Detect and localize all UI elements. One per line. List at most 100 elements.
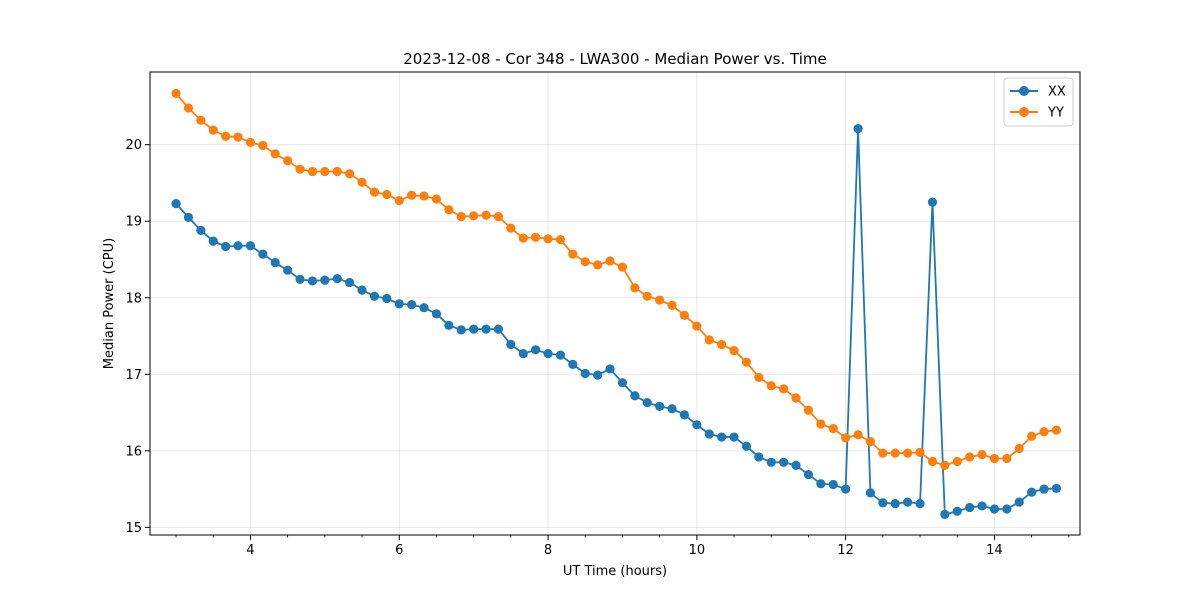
data-point-xx [952,506,962,516]
data-point-yy [382,189,392,200]
data-point-yy [977,450,987,460]
data-point-yy [989,453,1000,464]
data-point-yy [766,381,776,391]
data-point-yy [940,460,950,470]
data-point-yy [729,345,739,356]
data-point-xx [481,324,491,334]
data-point-yy [320,166,330,177]
data-point-xx [258,249,268,259]
data-point-xx [729,432,739,442]
data-point-xx [518,349,528,359]
y-tick-label: 15 [125,521,142,536]
data-point-xx [927,197,938,207]
data-point-xx [1039,484,1049,494]
y-tick-label: 16 [125,444,142,459]
data-point-yy [208,125,218,135]
data-point-xx [890,499,900,509]
data-point-yy [630,283,640,293]
data-point-xx [506,339,516,350]
data-point-xx [1014,497,1024,507]
data-point-yy [617,262,628,272]
data-point-yy [642,291,652,301]
y-tick-label: 19 [125,215,142,230]
data-point-yy [407,190,417,200]
data-point-yy [741,357,752,367]
data-point-xx [307,276,318,286]
data-point-xx [394,299,404,309]
data-point-xx [543,349,553,359]
data-point-xx [196,225,206,236]
data-point-yy [221,131,231,141]
data-point-xx [1027,487,1037,497]
y-tick-label: 20 [125,138,142,153]
data-point-xx [853,124,863,134]
x-tick-label: 4 [246,543,254,558]
data-point-yy [704,335,714,345]
data-point-xx [766,457,776,467]
data-point-xx [493,324,504,334]
data-point-xx [679,410,690,420]
data-point-xx [741,441,752,451]
data-point-yy [841,433,851,443]
x-axis-label: UT Time (hours) [563,564,667,579]
data-point-yy [394,195,404,206]
legend-marker-xx [1019,86,1029,96]
data-point-xx [419,303,429,313]
x-tick-label: 14 [986,543,1003,558]
data-point-xx [692,420,702,430]
data-point-xx [568,359,578,369]
data-point-yy [568,249,578,259]
data-point-xx [704,429,714,439]
data-point-yy [692,321,702,331]
data-point-yy [605,256,615,266]
chart-title: 2023-12-08 - Cor 348 - LWA300 - Median P… [403,50,827,68]
data-point-xx [1002,504,1012,514]
data-point-yy [456,212,466,222]
data-point-yy [927,456,938,467]
data-point-yy [332,166,342,177]
series-xx [171,124,1062,519]
data-point-xx [283,265,293,275]
series-layer [171,88,1062,519]
legend: XX YY [1003,77,1074,127]
data-point-yy [233,132,243,142]
data-point-yy [779,384,789,394]
data-point-xx [605,364,615,374]
x-tick-label: 10 [689,543,706,558]
data-point-xx [245,241,256,251]
data-point-yy [1039,427,1049,437]
data-point-yy [295,164,305,174]
data-point-xx [903,497,913,507]
x-tick-label: 6 [395,543,403,558]
data-point-yy [679,310,690,320]
series-yy [171,88,1062,470]
data-point-xx [717,432,727,442]
data-point-xx [841,484,851,494]
data-point-xx [407,300,417,310]
data-point-yy [196,115,206,125]
y-tick-label: 18 [125,291,142,306]
data-point-yy [431,194,442,204]
data-point-yy [357,177,367,187]
plot-frame [149,71,1081,536]
data-point-yy [270,149,280,159]
data-point-xx [754,452,764,462]
data-point-xx [617,378,628,388]
data-point-xx [803,469,814,480]
data-point-yy [1051,425,1062,435]
data-point-xx [320,275,330,285]
data-point-yy [952,456,962,467]
data-point-yy [593,260,603,270]
data-point-yy [493,212,504,222]
data-point-xx [221,241,231,252]
data-point-xx [171,199,181,209]
data-point-yy [369,187,380,197]
data-point-xx [233,241,243,251]
data-point-yy [667,300,677,311]
data-point-xx [791,460,801,470]
data-point-yy [506,223,516,233]
legend-label-xx: XX [1048,85,1066,100]
data-point-xx [865,488,876,498]
data-point-xx [593,370,603,380]
x-tick-label: 12 [837,543,854,558]
